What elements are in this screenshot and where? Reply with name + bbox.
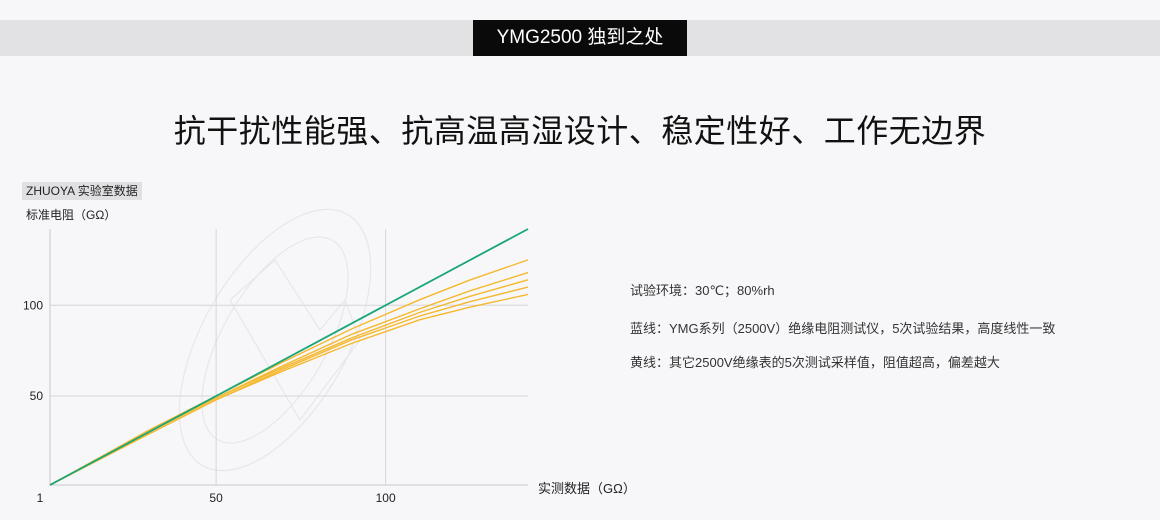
- series-line-2: [49, 271, 529, 486]
- y-tick-label-0: 50: [30, 389, 44, 403]
- x-tick-label-2: 100: [376, 491, 396, 505]
- x-tick-label-0: 1: [37, 491, 44, 505]
- note-blue-line: 蓝线：YMG系列（2500V）绝缘电阻测试仪，5次试验结果，高度线性一致: [630, 321, 1056, 336]
- series-line-5: [49, 293, 529, 486]
- x-axis-label: 实测数据（GΩ）: [538, 481, 636, 496]
- y-axis-label: 标准电阻（GΩ）: [26, 208, 117, 222]
- x-tick-label-1: 50: [209, 491, 223, 505]
- series-line-4: [49, 286, 529, 486]
- page-headline: 抗干扰性能强、抗高温高湿设计、稳定性好、工作无边界: [173, 112, 987, 150]
- note-environment: 试验环境：30℃；80%rh: [630, 283, 775, 298]
- series-line-0: [49, 228, 529, 486]
- watermark-logo: [178, 208, 372, 472]
- product-badge: YMG2500 独到之处: [473, 20, 687, 56]
- series-line-1: [49, 259, 529, 486]
- note-yellow-line: 黄线：其它2500V绝缘表的5次测试采样值，阻值超高，偏差越大: [630, 355, 1000, 370]
- lab-data-tag: ZHUOYA 实验室数据: [22, 182, 142, 200]
- y-tick-label-1: 100: [23, 298, 43, 312]
